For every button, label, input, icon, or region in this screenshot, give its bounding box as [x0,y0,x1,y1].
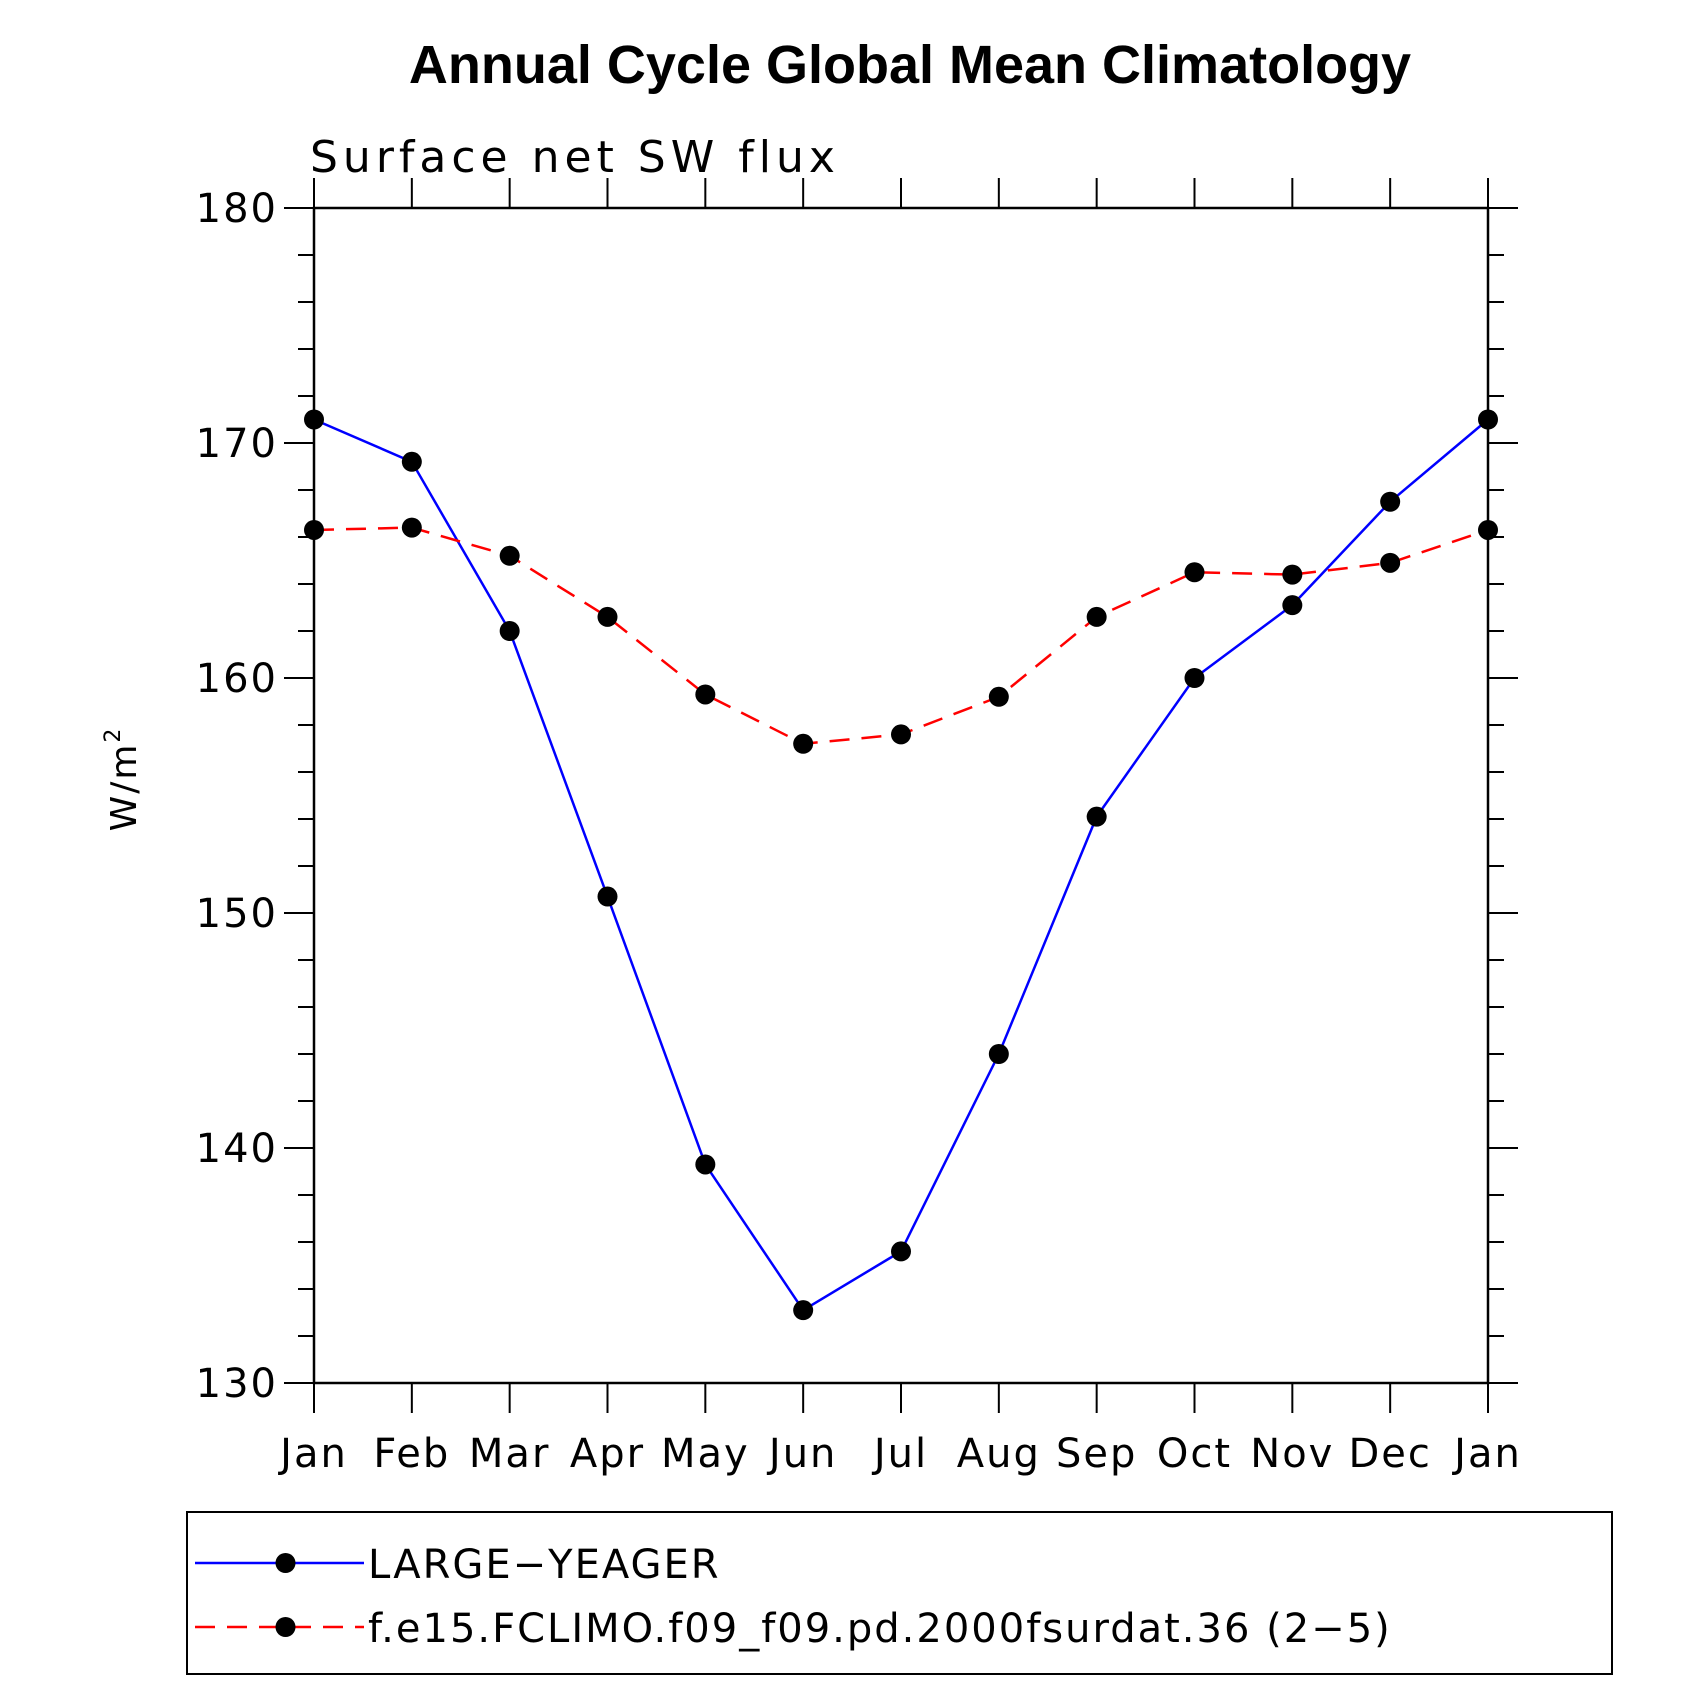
data-point-series-1 [401,517,422,538]
data-point-series-1 [988,686,1009,707]
data-point-series-0 [695,1154,716,1175]
data-point-series-0 [988,1044,1009,1064]
data-point-series-1 [1380,552,1401,573]
chart-title: Annual Cycle Global Mean Climatology [409,35,1411,95]
data-point-series-1 [1184,562,1205,583]
y-axis-label: W/m2 [101,727,145,832]
x-tick-label: Oct [1157,1431,1232,1477]
legend-box [186,1511,1613,1675]
series-line-1 [313,526,1489,746]
data-point-series-0 [597,886,618,907]
legend-label-1: f.e15.FCLIMO.f09_f09.pd.2000fsurdat.36 (… [368,1606,1392,1652]
plot-frame [312,206,1490,1385]
data-point-series-1 [499,545,520,566]
y-tick-label: 180 [196,186,278,232]
data-point-series-1 [597,606,618,627]
data-point-series-0 [1478,409,1498,430]
data-point-series-0 [1380,491,1401,512]
x-tick-label: May [661,1431,750,1477]
data-point-series-1 [304,519,324,540]
y-tick-label: 140 [196,1126,278,1172]
data-point-series-1 [1478,519,1498,540]
x-tick-label: Jul [871,1431,928,1477]
y-axis-label-exponent: 2 [101,727,126,743]
y-axis-label-unit: W/m [104,743,145,832]
x-tick-label: Feb [373,1431,450,1477]
legend: LARGE−YEAGER f.e15.FCLIMO.f09_f09.pd.2000… [186,1511,1613,1675]
y-tick-label: 160 [196,656,278,702]
data-point-series-1 [793,733,814,754]
data-point-series-0 [499,621,520,641]
series-line-0 [313,418,1489,1312]
data-point-series-0 [891,1241,911,1262]
data-point-series-0 [1282,595,1303,616]
plot-area: 130 140 150 160 170 180 Jan Feb Mar Apr May Jun Jul A… [196,178,1522,1477]
data-point-series-0 [304,409,324,430]
data-point-series-0 [1184,668,1205,688]
x-tick-label: Apr [570,1431,645,1477]
legend-marker-1 [275,1617,296,1637]
y-tick-label: 130 [196,1361,278,1407]
x-tick-label: Jun [766,1431,838,1477]
x-tick-label: Jan [1451,1431,1522,1477]
x-tick-label: Dec [1348,1431,1431,1477]
data-point-series-0 [401,451,422,472]
legend-label-0: LARGE−YEAGER [368,1542,721,1588]
x-tick-label: Jan [277,1431,348,1477]
data-point-series-0 [793,1300,814,1321]
x-tick-label: Nov [1250,1431,1334,1477]
chart-subtitle: Surface net SW flux [310,132,840,183]
y-tick-label: 150 [196,891,278,937]
data-point-series-1 [695,684,716,705]
data-point-series-1 [891,724,911,745]
x-tick-label: Aug [957,1431,1041,1477]
y-tick-label: 170 [196,421,278,467]
data-point-series-1 [1086,606,1107,627]
x-tick-label: Mar [469,1431,550,1477]
legend-marker-0 [275,1553,296,1573]
x-tick-label: Sep [1056,1431,1137,1477]
data-point-series-0 [1086,806,1107,827]
data-point-series-1 [1282,564,1303,585]
